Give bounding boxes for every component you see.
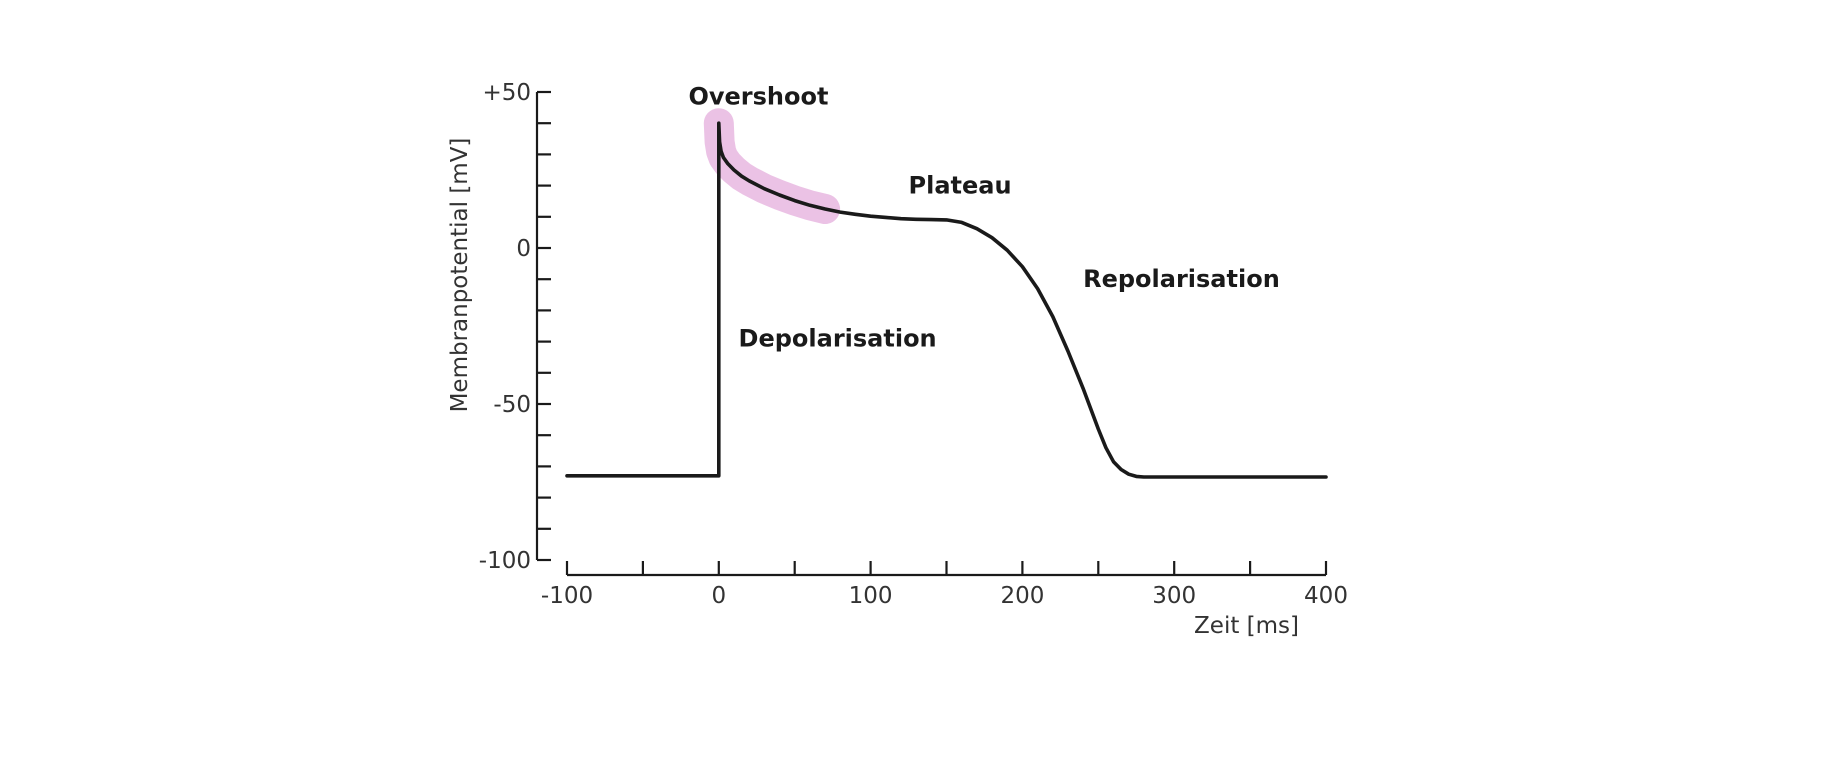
annotation-label: Overshoot [688, 82, 828, 110]
x-tick-label: 0 [711, 583, 726, 609]
annotation-label: Repolarisation [1083, 265, 1280, 293]
x-tick-label: 200 [1000, 583, 1044, 609]
highlight-stroke [703, 108, 841, 224]
y-axis-ticks: +50 0 -50 -100 [479, 80, 551, 574]
annotation-label: Depolarisation [739, 324, 937, 352]
annotation-label: Plateau [909, 171, 1012, 199]
x-axis-ticks: -100 0 100 200 300 400 [541, 561, 1348, 609]
y-tick-label: -50 [493, 392, 531, 418]
y-axis-title: Membranpotential [mV] [447, 138, 473, 413]
x-tick-label: -100 [541, 583, 593, 609]
annotations: Overshoot Plateau Depolarisation Repolarisa… [688, 82, 1279, 352]
y-tick-label: 0 [516, 236, 531, 262]
x-tick-label: 300 [1152, 583, 1196, 609]
x-axis-title: Zeit [ms] [1194, 613, 1299, 639]
y-tick-label: +50 [482, 80, 531, 106]
action-potential-line [565, 121, 1328, 479]
series-group [565, 121, 1328, 479]
x-tick-label: 400 [1304, 583, 1348, 609]
x-tick-label: 100 [849, 583, 893, 609]
overshoot-highlight [703, 108, 841, 224]
y-tick-label: -100 [479, 548, 531, 574]
